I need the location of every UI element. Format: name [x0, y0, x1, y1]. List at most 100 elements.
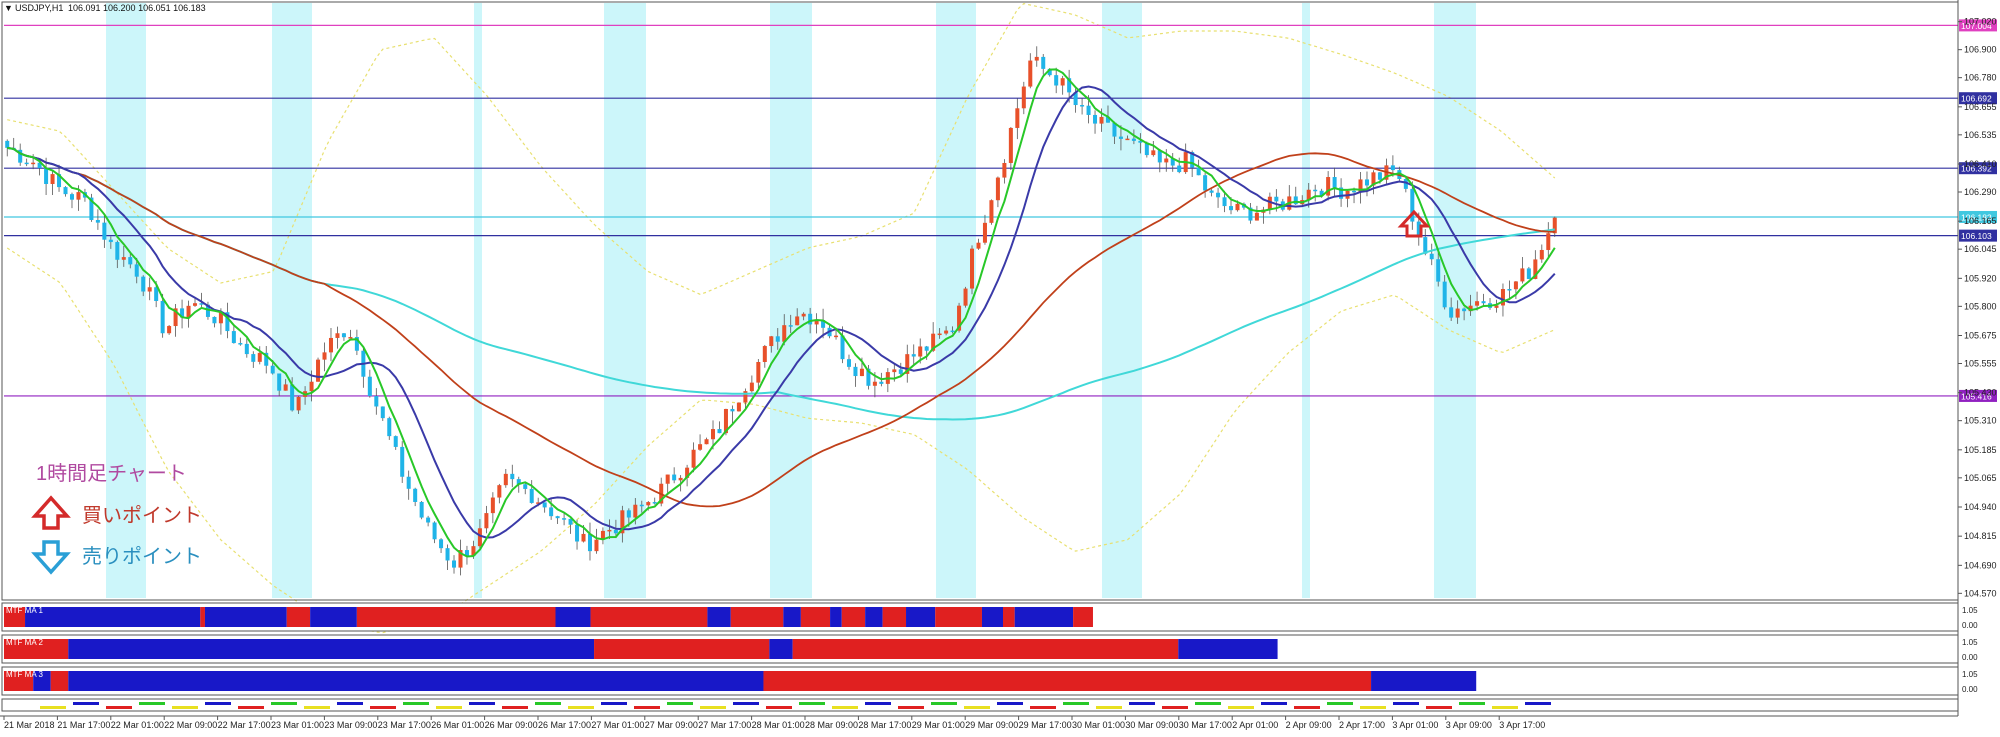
signal-mark — [898, 706, 924, 709]
indicator-segment — [4, 639, 69, 659]
candle-body — [102, 222, 107, 240]
candle-body — [730, 408, 735, 412]
indicator-segment — [1371, 671, 1477, 691]
header-arrow-icon[interactable]: ▼ — [4, 3, 13, 13]
candle-body — [1377, 172, 1382, 180]
candle-body — [5, 140, 10, 148]
y-tick-label: 106.780 — [1964, 73, 1997, 83]
candle-body — [1429, 253, 1434, 260]
candle-body — [147, 287, 152, 292]
session-column — [604, 3, 646, 598]
signal-mark — [205, 702, 231, 705]
candle-body — [1475, 301, 1480, 306]
candle-body — [516, 479, 521, 485]
indicator-segment — [200, 607, 205, 627]
candle-body — [238, 343, 243, 345]
signal-mark — [667, 702, 693, 705]
candle-body — [1222, 197, 1227, 207]
candle-body — [503, 473, 508, 486]
candle-body — [995, 177, 1000, 201]
candle-body — [290, 384, 295, 411]
signal-mark — [1129, 702, 1155, 705]
candle-body — [1002, 162, 1007, 178]
candle-body — [484, 513, 489, 529]
candle-body — [769, 336, 774, 347]
signal-mark — [403, 702, 429, 705]
candle-body — [1093, 114, 1098, 124]
session-highlights — [106, 3, 1476, 598]
signal-mark — [238, 706, 264, 709]
indicator-high-label: 1.05 — [1962, 606, 1978, 615]
candle-body — [1319, 190, 1324, 196]
indicator-segment — [935, 607, 982, 627]
candle-body — [587, 533, 592, 552]
signal-mark — [469, 702, 495, 705]
candle-body — [1293, 196, 1298, 205]
candle-body — [1390, 165, 1395, 171]
candle-body — [1352, 190, 1357, 193]
candle-body — [581, 533, 586, 542]
candle-body — [672, 474, 677, 481]
candle-body — [568, 518, 573, 525]
buy-arrow-icon — [1397, 209, 1431, 238]
candle-body — [749, 382, 754, 392]
signal-mark — [1096, 706, 1122, 709]
candle-body — [1008, 127, 1013, 163]
candle-body — [413, 488, 418, 502]
candle-body — [723, 408, 728, 434]
signal-mark — [799, 702, 825, 705]
candle-body — [1274, 196, 1279, 202]
signal-mark — [535, 702, 561, 705]
indicator-segment — [882, 607, 907, 627]
candle-body — [795, 316, 800, 326]
signal-mark — [601, 702, 627, 705]
candle-body — [406, 476, 411, 489]
candle-body — [918, 346, 923, 357]
candle-body — [963, 288, 968, 306]
indicator-segment — [707, 607, 731, 627]
indicator-segment — [310, 607, 357, 627]
candle-body — [736, 402, 741, 412]
y-tick-label: 104.570 — [1964, 588, 1997, 598]
candle-body — [542, 502, 547, 508]
candle-body — [853, 366, 858, 377]
signal-mark — [1459, 702, 1485, 705]
indicator-segment — [906, 607, 936, 627]
candle-body — [562, 518, 567, 520]
signal-mark — [139, 702, 165, 705]
signal-mark — [832, 706, 858, 709]
candle-body — [1267, 196, 1272, 210]
candle-body — [128, 257, 133, 265]
candle-body — [1332, 177, 1337, 188]
candle-body — [898, 369, 903, 374]
signal-mark — [1525, 702, 1551, 705]
candle-body — [1015, 108, 1020, 128]
candle-body — [788, 325, 793, 327]
candle-body — [1520, 268, 1525, 282]
x-tick-label: 30 Mar 09:00 — [1125, 720, 1178, 730]
candle-body — [167, 326, 172, 334]
candle-body — [231, 331, 236, 344]
candle-body — [1086, 105, 1091, 115]
signal-mark — [370, 706, 396, 709]
candle-body — [626, 510, 631, 518]
legend: 1時間足チャート 買いポイント 売りポイント — [31, 462, 202, 575]
y-tick-label: 104.690 — [1964, 560, 1997, 570]
signal-mark — [1228, 706, 1254, 709]
candle-body — [1481, 301, 1486, 304]
candle-body — [44, 168, 49, 184]
x-tick-label: 22 Mar 01:00 — [111, 720, 164, 730]
candle-body — [1403, 178, 1408, 189]
x-tick-label: 28 Mar 09:00 — [805, 720, 858, 730]
candle-body — [1539, 249, 1544, 260]
indicator-segment — [204, 607, 287, 627]
indicator-low-label: 0.00 — [1962, 653, 1978, 662]
x-tick-label: 3 Apr 01:00 — [1392, 720, 1438, 730]
signal-mark — [1426, 706, 1452, 709]
y-tick-label: 105.920 — [1964, 273, 1997, 283]
indicator-segment — [68, 671, 764, 691]
candle-body — [154, 287, 159, 302]
y-tick-label: 105.185 — [1964, 445, 1997, 455]
candle-body — [1410, 188, 1415, 222]
